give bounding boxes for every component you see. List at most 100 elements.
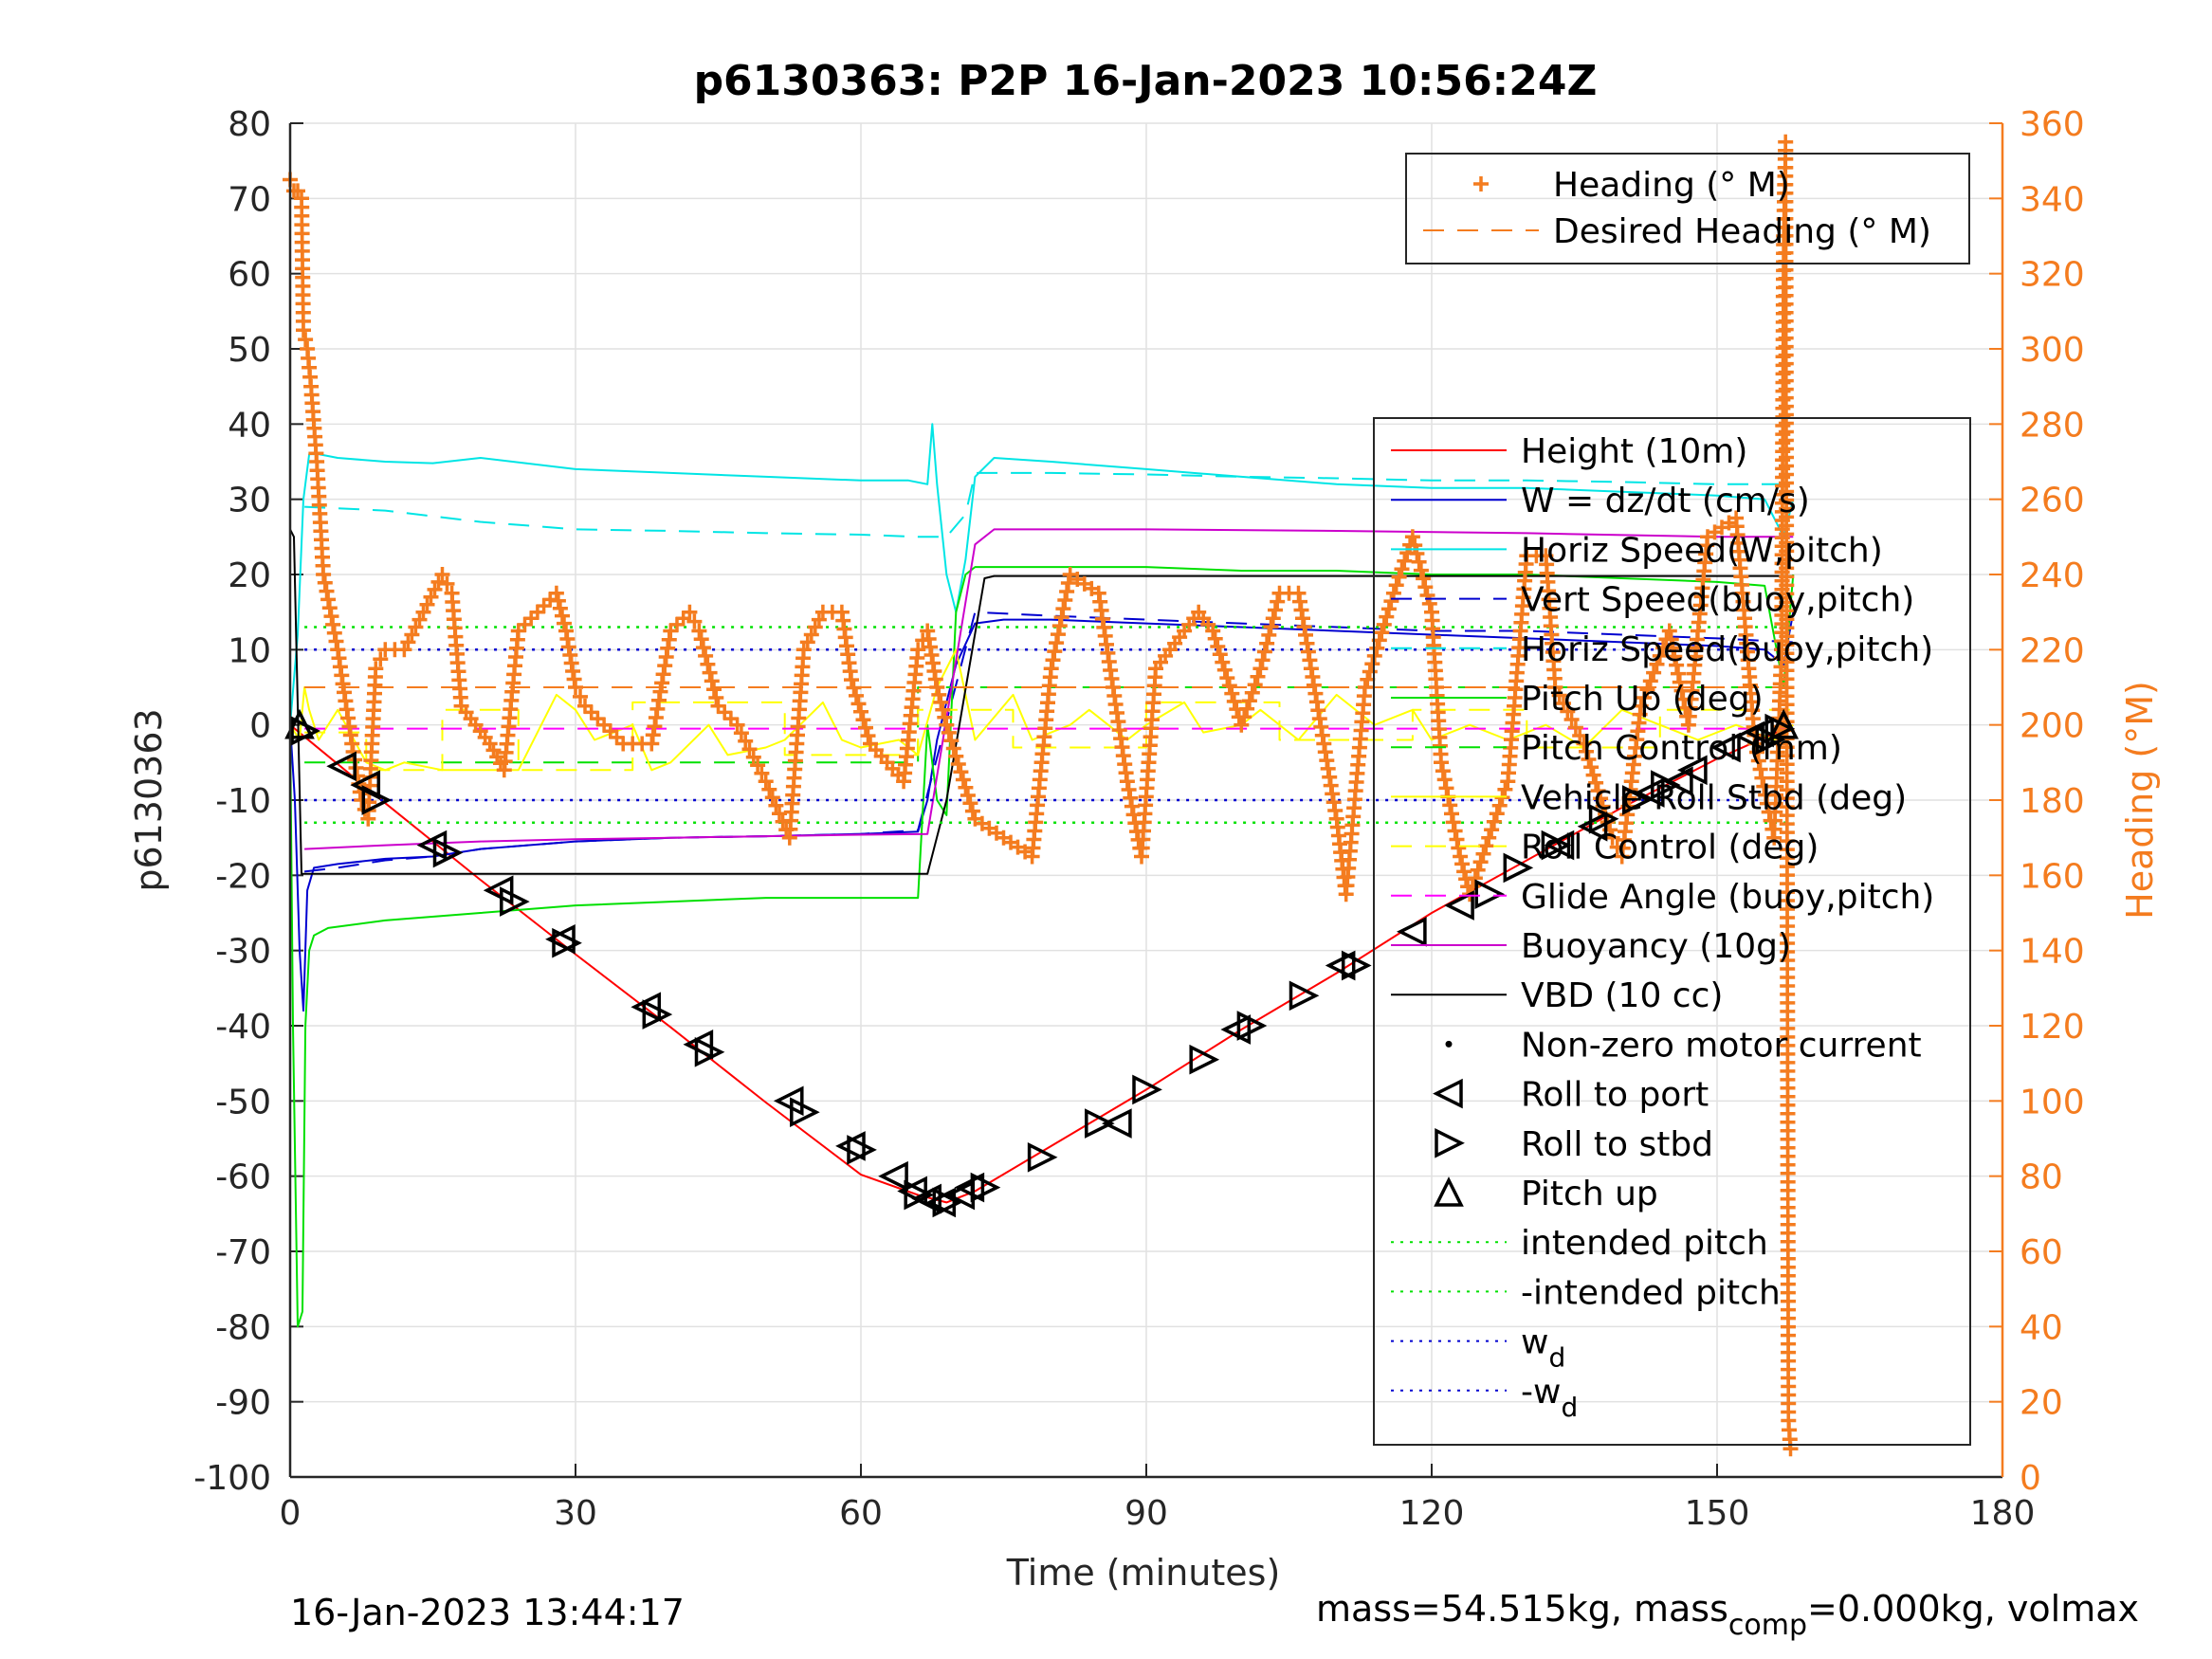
roll-stbd-marker <box>904 1179 935 1211</box>
heading-marker <box>1486 813 1502 830</box>
legend-main-label-text: Vehicle Roll Stbd (deg) <box>1521 778 1907 817</box>
y2-tick-label: 0 <box>2020 1459 2041 1498</box>
heading-marker <box>1475 846 1491 862</box>
heading-marker <box>1051 627 1066 643</box>
heading-marker <box>958 779 974 795</box>
chart-title: p6130363: P2P 16-Jan-2023 10:56:24Z <box>694 57 1598 105</box>
roll-stbd-marker <box>361 785 393 815</box>
heading-marker <box>1216 662 1233 678</box>
heading-marker <box>1060 575 1076 591</box>
legend-top-label-text: Heading (° M) <box>1553 166 1790 205</box>
roll-stbd-marker <box>1621 785 1653 815</box>
y-tick-label: 30 <box>228 482 271 520</box>
heading-marker <box>693 631 709 647</box>
heading-marker <box>1268 602 1283 618</box>
y-tick-label: 20 <box>228 556 271 595</box>
legend-main-label-horiz-speed-w-pitch: Horiz Speed(W,pitch) <box>1521 531 1883 570</box>
roll-stbd-marker <box>1085 1108 1115 1139</box>
footer-mass-info: mass=54.515kg, masscomp=0.000kg, volmax <box>1316 1588 2139 1642</box>
heading-marker <box>1043 661 1059 677</box>
heading-marker <box>948 748 964 764</box>
heading-marker <box>1567 720 1583 736</box>
heading-marker <box>1221 678 1237 694</box>
legend-main-label-text: Pitch Up (deg) <box>1521 680 1764 719</box>
heading-marker <box>1234 717 1250 733</box>
y2-tick-label: 240 <box>2020 556 2085 595</box>
heading-marker <box>1445 814 1461 830</box>
y2-tick-label: 200 <box>2020 707 2085 746</box>
heading-marker <box>1456 864 1472 880</box>
legend-main-label-roll-control-deg: Roll Control (deg) <box>1521 829 1819 867</box>
pitch-up-marker <box>1768 708 1800 739</box>
heading-marker <box>1576 736 1592 752</box>
heading-marker <box>1646 665 1662 681</box>
heading-marker <box>1411 554 1427 570</box>
roll-port-marker <box>631 992 662 1023</box>
heading-marker <box>939 717 955 733</box>
y-tick-label: -60 <box>215 1158 271 1197</box>
heading-marker <box>943 733 960 749</box>
legend-main-label-text: w <box>1521 1323 1548 1362</box>
heading-marker <box>768 797 784 813</box>
heading-marker <box>568 680 583 695</box>
heading-marker <box>1782 1441 1799 1457</box>
heading-marker <box>1388 577 1404 593</box>
heading-marker <box>849 687 864 703</box>
legend-main-label-intended-pitch: intended pitch <box>1521 1224 1768 1263</box>
heading-marker <box>941 724 957 740</box>
legend-main-label-text: Vert Speed(buoy,pitch) <box>1521 581 1914 620</box>
roll-port-marker <box>878 1160 908 1192</box>
heading-marker <box>555 608 570 624</box>
y2-tick-label: 160 <box>2020 857 2085 896</box>
heading-marker <box>933 694 949 710</box>
y2-tick-label: 360 <box>2020 105 2085 144</box>
roll-port-marker <box>1220 1014 1252 1045</box>
heading-marker <box>552 600 568 616</box>
roll-port-marker <box>1325 950 1356 981</box>
legend-main-label-text: Horiz Speed(W,pitch) <box>1521 531 1883 570</box>
legend-main-sample-pitch-up <box>1434 1176 1464 1207</box>
roll-stbd-marker <box>970 1172 1001 1203</box>
heading-marker <box>439 575 455 592</box>
heading-marker <box>860 728 876 744</box>
legend-main-label-glide-angle-buoy-pitch: Glide Angle (buoy,pitch) <box>1521 878 1934 917</box>
heading-marker <box>950 757 966 772</box>
y2-tick-label: 40 <box>2020 1308 2063 1347</box>
y2-tick-label: 280 <box>2020 406 2085 445</box>
heading-marker <box>1270 593 1286 610</box>
legend-main-label-roll-to-port: Roll to port <box>1521 1076 1709 1115</box>
series-horiz-speed-buoy-pitch <box>304 471 1794 538</box>
legend-main-label-text: Non-zero motor current <box>1521 1026 1922 1065</box>
heading-marker <box>754 765 770 781</box>
y2-tick-label: 180 <box>2020 782 2085 821</box>
heading-marker <box>1633 698 1649 714</box>
heading-marker <box>1226 693 1242 709</box>
heading-marker <box>1560 703 1576 720</box>
y2-tick-label: 60 <box>2020 1233 2063 1272</box>
series-vbd-10-cc <box>289 528 1794 875</box>
heading-marker <box>550 592 566 609</box>
heading-marker <box>1642 673 1658 689</box>
legend-main-label-pitch-up-deg: Pitch Up (deg) <box>1521 680 1764 719</box>
heading-marker <box>1481 830 1497 846</box>
y-tick-label: 70 <box>228 180 271 219</box>
x-axis-label: Time (minutes) <box>1006 1552 1281 1594</box>
heading-marker <box>704 673 720 689</box>
series-pitch-up-deg <box>289 566 1795 1328</box>
heading-marker <box>1055 601 1071 617</box>
legend-main-label-text: Roll to port <box>1521 1076 1709 1115</box>
y2-tick-label: 20 <box>2020 1384 2063 1423</box>
heading-marker <box>761 781 777 797</box>
heading-marker <box>1049 635 1065 651</box>
legend-main-label-sub: d <box>1548 1342 1565 1374</box>
roll-port-marker <box>683 1029 714 1060</box>
legend-top-label-desired-heading-m: Desired Heading (° M) <box>1553 212 1931 251</box>
heading-marker <box>1241 693 1257 709</box>
heading-marker <box>1663 631 1679 647</box>
heading-marker <box>1051 618 1068 634</box>
legend-main-label-text: Roll to stbd <box>1521 1125 1713 1164</box>
pitch-up-marker <box>284 708 315 739</box>
legend-main-label-text: Buoyancy (10g) <box>1521 927 1791 966</box>
heading-marker <box>1419 588 1435 603</box>
heading-marker <box>1057 592 1073 608</box>
